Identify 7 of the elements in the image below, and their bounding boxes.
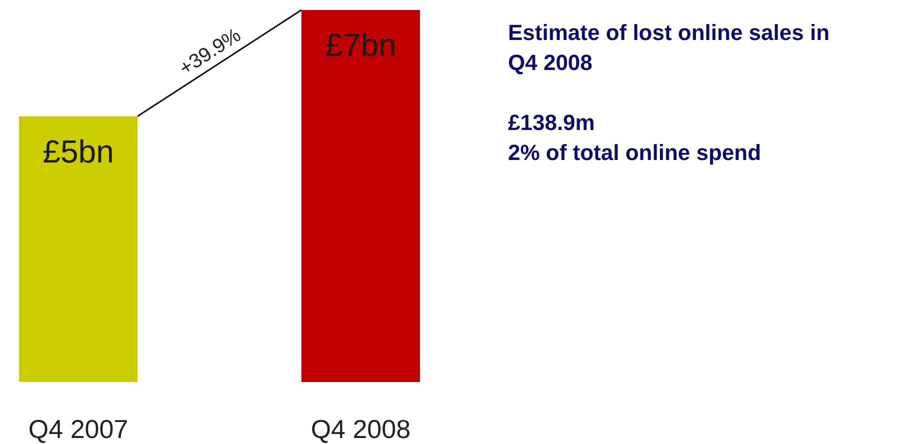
text: 2% of total online spend [508, 140, 762, 165]
x-tick-label: Q4 2007 [28, 414, 128, 444]
x-tick-label: Q4 2008 [310, 414, 411, 444]
data-label: £7bn [325, 27, 396, 63]
data-label: £5bn [42, 133, 114, 170]
text: £138.9m [508, 110, 595, 135]
text: Estimate of lost online sales in Q4 2008 [508, 20, 830, 75]
